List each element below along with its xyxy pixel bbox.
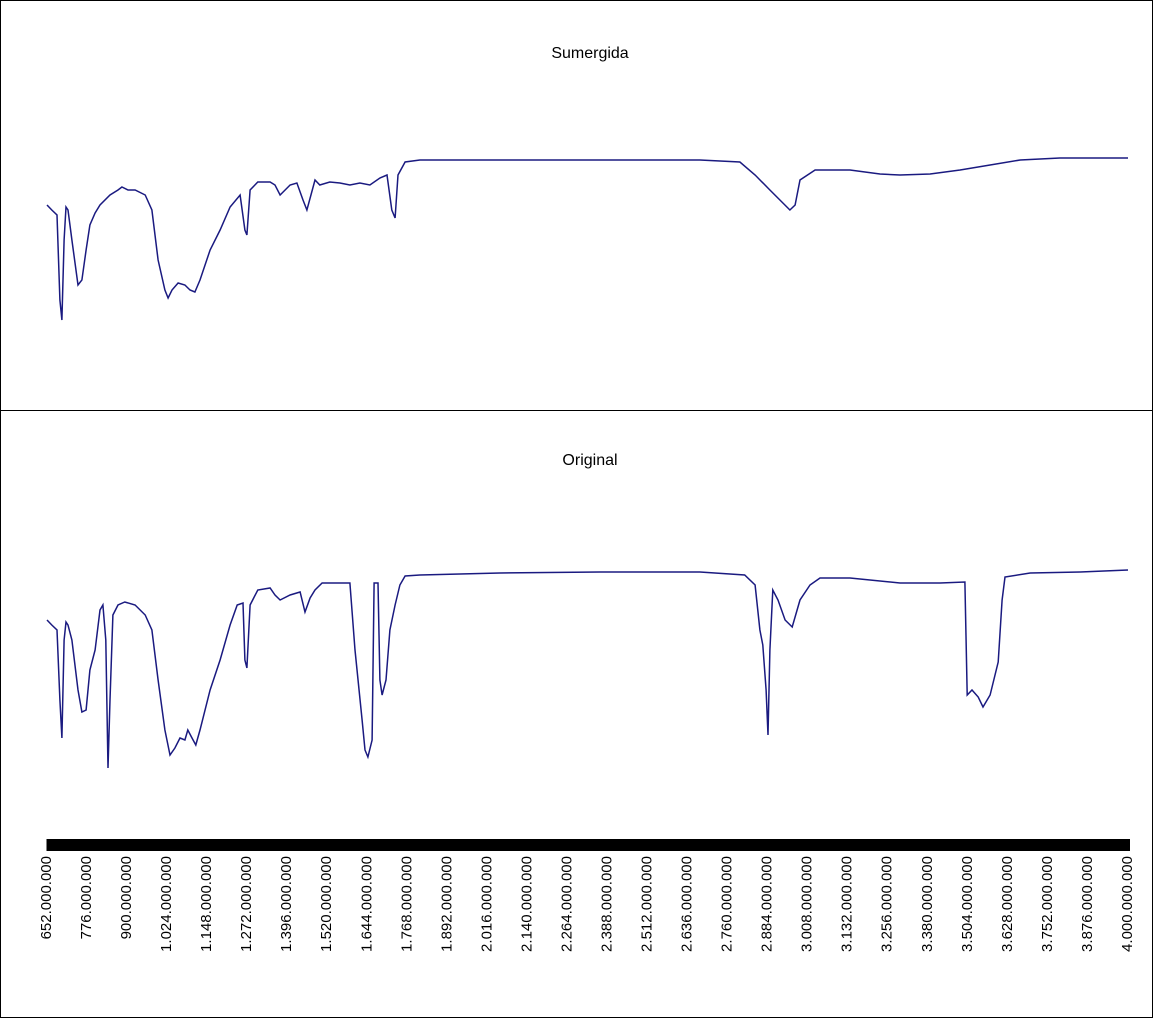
x-tick-label: 1.272.000.000 (238, 856, 255, 952)
x-tick-label: 3.008.000.000 (799, 856, 816, 952)
x-tick-label: 1.520.000.000 (318, 856, 335, 952)
chart-title: Original (562, 452, 617, 469)
x-tick-label: 1.396.000.000 (278, 856, 295, 952)
x-tick-label: 1.768.000.000 (398, 856, 415, 952)
x-tick-label: 652.000.000 (38, 856, 55, 939)
x-tick-label: 1.148.000.000 (198, 856, 215, 952)
x-tick-label: 2.016.000.000 (478, 856, 495, 952)
x-tick-label: 3.876.000.000 (1079, 856, 1096, 952)
x-tick-label: 2.760.000.000 (719, 856, 736, 952)
x-tick-label: 3.628.000.000 (999, 856, 1016, 952)
x-tick-label: 1.024.000.000 (158, 856, 175, 952)
x-tick-label: 2.388.000.000 (598, 856, 615, 952)
x-tick-label: 1.644.000.000 (358, 856, 375, 952)
x-tick-label: 1.892.000.000 (438, 856, 455, 952)
x-tick-label: 3.256.000.000 (879, 856, 896, 952)
x-tick-label: 3.380.000.000 (919, 856, 936, 952)
x-tick-label: 3.132.000.000 (839, 856, 856, 952)
x-tick-label: 2.140.000.000 (518, 856, 535, 952)
x-tick-label: 776.000.000 (78, 856, 95, 939)
x-tick-label: 2.264.000.000 (558, 856, 575, 952)
x-tick-label: 900.000.000 (118, 856, 135, 939)
spectrum-line (46, 569, 1129, 769)
x-tick-label: 3.504.000.000 (959, 856, 976, 952)
x-axis-bar (47, 839, 1130, 851)
chart-title: Sumergida (551, 45, 628, 62)
spectrum-line (46, 157, 1128, 321)
x-tick-label: 4.000.000.000 (1119, 856, 1136, 952)
x-tick-label: 2.636.000.000 (679, 856, 696, 952)
x-tick-label: 2.512.000.000 (639, 856, 656, 952)
x-tick-label: 2.884.000.000 (759, 856, 776, 952)
x-tick-label: 3.752.000.000 (1039, 856, 1056, 952)
